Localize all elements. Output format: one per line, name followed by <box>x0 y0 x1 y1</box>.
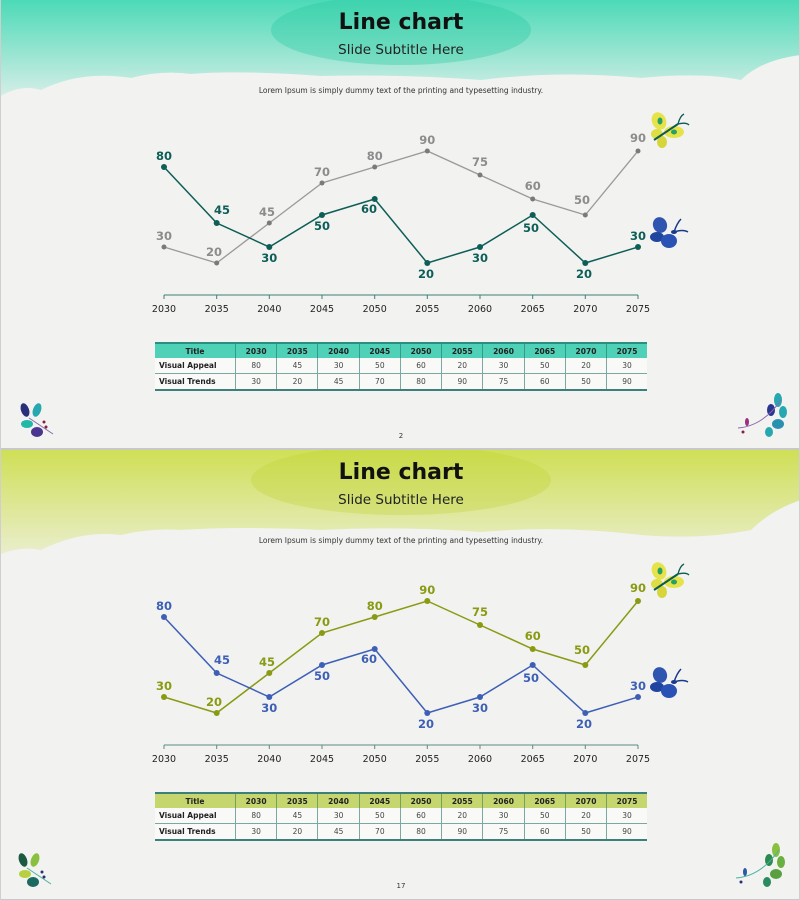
svg-text:20: 20 <box>418 267 434 281</box>
blue-butterfly-icon <box>650 217 689 248</box>
line-chart: 2030 2035 2040 2045 2050 2055 2060 2065 … <box>152 112 690 315</box>
svg-text:70: 70 <box>314 615 330 629</box>
slide-2: Line chart Slide Subtitle Here Lorem Ips… <box>1 0 799 450</box>
svg-text:30: 30 <box>261 701 277 715</box>
svg-text:50: 50 <box>574 193 590 207</box>
slide-subtitle: Slide Subtitle Here <box>338 42 464 58</box>
svg-text:2030: 2030 <box>152 304 176 315</box>
table-row: Visual Trends 30 20 45 70 80 90 75 60 50 90 <box>155 373 647 391</box>
svg-text:80: 80 <box>367 149 383 163</box>
svg-text:2050: 2050 <box>363 754 387 765</box>
svg-text:50: 50 <box>523 671 539 685</box>
svg-text:30: 30 <box>156 679 172 693</box>
yellow-butterfly-icon <box>651 112 690 148</box>
svg-text:60: 60 <box>361 202 377 216</box>
svg-text:20: 20 <box>576 717 592 731</box>
svg-text:90: 90 <box>419 583 435 597</box>
table-row: Visual Trends 30 20 45 70 80 90 75 60 50 90 <box>155 823 647 841</box>
svg-text:80: 80 <box>156 149 172 163</box>
series-visual-appeal: 80 45 30 50 60 20 30 50 20 30 <box>156 149 646 281</box>
svg-text:45: 45 <box>214 653 230 667</box>
svg-text:20: 20 <box>206 245 222 259</box>
svg-text:2055: 2055 <box>415 304 439 315</box>
svg-text:2035: 2035 <box>205 754 229 765</box>
svg-text:90: 90 <box>630 131 646 145</box>
slide-17: Line chart Slide Subtitle Here Lorem Ips… <box>1 450 799 900</box>
svg-text:2075: 2075 <box>626 304 650 315</box>
svg-text:2030: 2030 <box>152 754 176 765</box>
svg-text:50: 50 <box>523 221 539 235</box>
svg-text:2050: 2050 <box>363 304 387 315</box>
svg-text:30: 30 <box>261 251 277 265</box>
table-row: Visual Appeal 80 45 30 50 60 20 30 50 20 30 <box>155 808 647 824</box>
svg-text:60: 60 <box>361 652 377 666</box>
svg-text:20: 20 <box>418 717 434 731</box>
svg-text:2070: 2070 <box>573 754 597 765</box>
svg-text:80: 80 <box>367 599 383 613</box>
series-visual-appeal: 80 45 30 50 60 20 30 50 20 30 <box>156 599 646 731</box>
svg-text:70: 70 <box>314 165 330 179</box>
table-row: Visual Appeal 80 45 30 50 60 20 30 50 20 30 <box>155 358 647 374</box>
svg-text:30: 30 <box>630 679 646 693</box>
page-number: 2 <box>398 432 404 440</box>
x-axis-labels: 2030 2035 2040 2045 2050 2055 2060 2065 … <box>152 754 650 765</box>
svg-text:75: 75 <box>472 155 488 169</box>
page-number: 17 <box>396 882 406 890</box>
leaf-sprig-icon <box>20 403 54 437</box>
svg-text:90: 90 <box>419 133 435 147</box>
svg-text:2035: 2035 <box>205 304 229 315</box>
svg-text:45: 45 <box>259 205 275 219</box>
svg-text:2060: 2060 <box>468 754 492 765</box>
leaf-sprig-icon <box>737 393 787 437</box>
yellow-butterfly-icon <box>651 562 690 598</box>
svg-text:2045: 2045 <box>310 754 334 765</box>
line-chart: 2030 2035 2040 2045 2050 2055 2060 2065 … <box>152 562 690 765</box>
svg-text:20: 20 <box>576 267 592 281</box>
svg-text:75: 75 <box>472 605 488 619</box>
slide-description: Lorem Ipsum is simply dummy text of the … <box>258 86 544 95</box>
data-table: Title 2030 2035 2040 2045 2050 2055 2060 206… <box>155 342 647 391</box>
svg-text:2060: 2060 <box>468 304 492 315</box>
svg-text:60: 60 <box>525 629 541 643</box>
slide-description: Lorem Ipsum is simply dummy text of the … <box>258 536 544 545</box>
watercolor-wash-teal <box>1 0 799 96</box>
svg-text:45: 45 <box>259 655 275 669</box>
svg-text:2065: 2065 <box>521 304 545 315</box>
svg-text:80: 80 <box>156 599 172 613</box>
watercolor-wash-lime <box>1 450 799 554</box>
svg-text:30: 30 <box>472 251 488 265</box>
svg-text:2065: 2065 <box>521 754 545 765</box>
blue-butterfly-icon <box>650 667 689 698</box>
svg-text:30: 30 <box>156 229 172 243</box>
svg-text:90: 90 <box>630 581 646 595</box>
x-axis-labels: 2030 2035 2040 2045 2050 2055 2060 2065 … <box>152 304 650 315</box>
slide-subtitle: Slide Subtitle Here <box>338 492 464 508</box>
svg-text:2075: 2075 <box>626 754 650 765</box>
svg-text:20: 20 <box>206 695 222 709</box>
leaf-sprig-icon <box>735 843 785 887</box>
svg-text:2040: 2040 <box>257 754 281 765</box>
svg-text:30: 30 <box>472 701 488 715</box>
svg-text:50: 50 <box>314 669 330 683</box>
series-visual-trends: 30 20 45 70 80 90 75 60 50 90 <box>156 581 646 716</box>
svg-text:2045: 2045 <box>310 304 334 315</box>
svg-text:2070: 2070 <box>573 304 597 315</box>
leaf-sprig-icon <box>18 853 52 887</box>
slide-title: Line chart <box>338 460 464 485</box>
svg-text:30: 30 <box>630 229 646 243</box>
series-visual-trends: 30 20 45 70 80 90 75 60 50 90 <box>156 131 646 266</box>
svg-text:60: 60 <box>525 179 541 193</box>
svg-text:50: 50 <box>574 643 590 657</box>
svg-text:50: 50 <box>314 219 330 233</box>
slide-title: Line chart <box>338 10 464 35</box>
svg-text:2040: 2040 <box>257 304 281 315</box>
svg-text:2055: 2055 <box>415 754 439 765</box>
svg-text:45: 45 <box>214 203 230 217</box>
data-table: Title 2030 2035 2040 2045 2050 2055 2060 206… <box>155 792 647 841</box>
